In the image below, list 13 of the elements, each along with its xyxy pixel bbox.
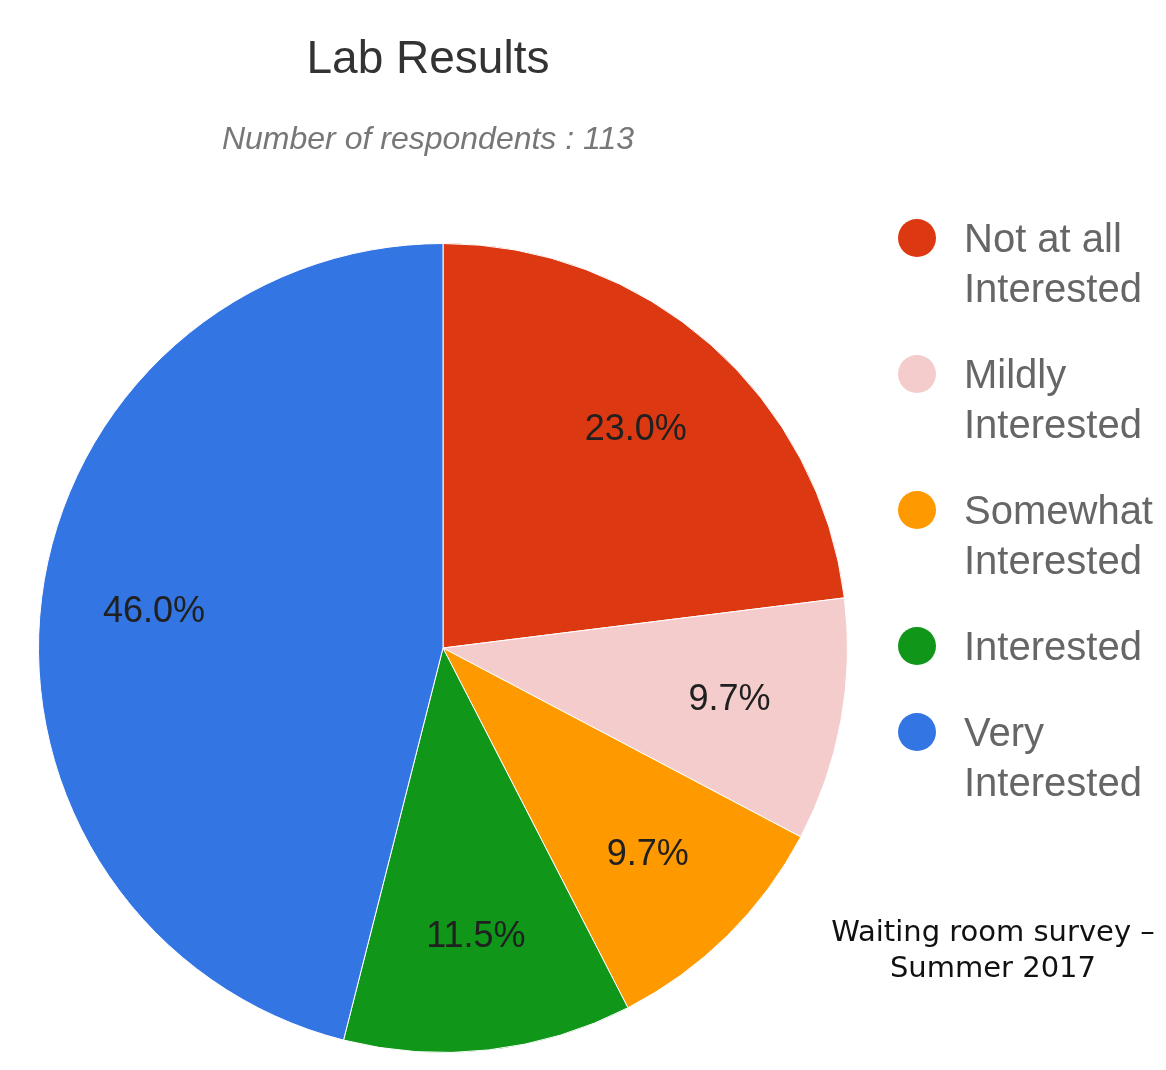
data-label: 46.0%: [102, 588, 206, 630]
chart-title: Lab Results: [305, 30, 551, 84]
data-label: 9.7%: [606, 831, 689, 873]
data-label: 23.0%: [584, 406, 687, 448]
legend-label: Somewhat Interested: [964, 487, 1154, 584]
legend-label: Very Interested: [964, 709, 1143, 806]
legend-label: Mildly Interested: [964, 351, 1143, 448]
chart-subtitle: Number of respondents : 113: [220, 120, 636, 157]
data-label: 9.7%: [688, 677, 771, 719]
text: Waiting room survey – Summer 2017: [830, 913, 1156, 985]
legend-label: Not at all Interested: [964, 215, 1143, 312]
data-label: 11.5%: [426, 914, 526, 956]
legend-label: Interested: [964, 623, 1143, 670]
